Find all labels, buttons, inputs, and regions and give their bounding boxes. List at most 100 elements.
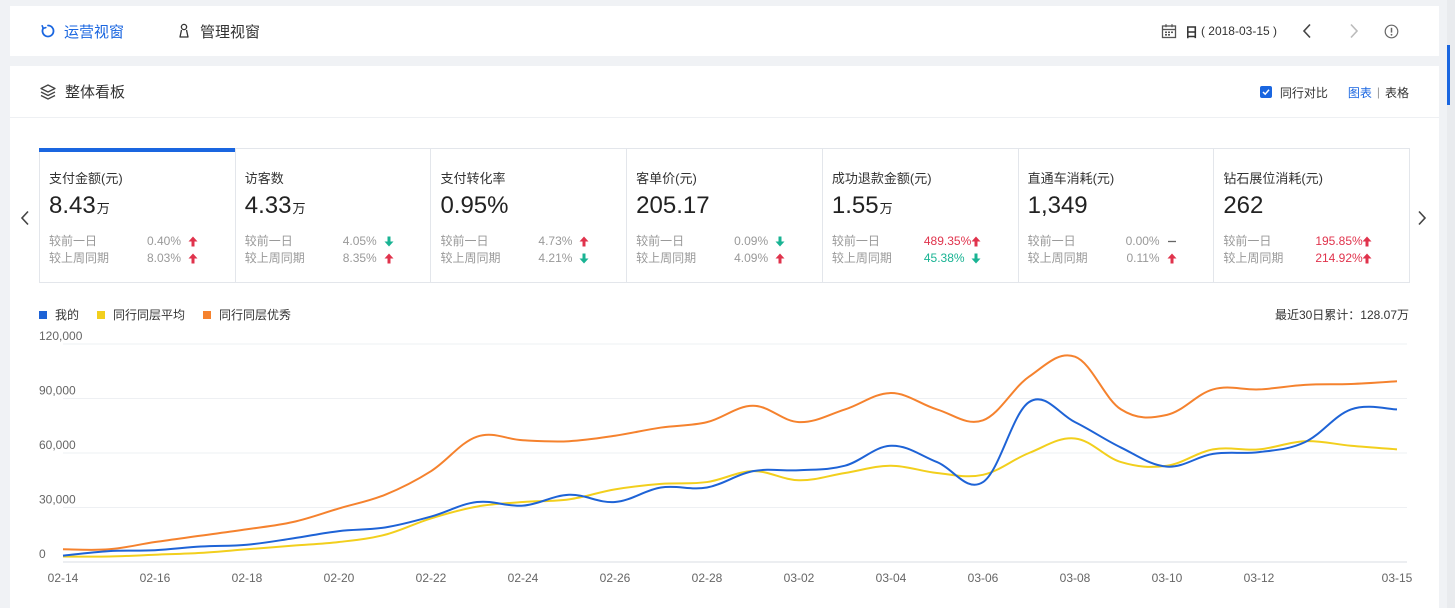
check-icon — [1262, 89, 1270, 96]
metric-card[interactable]: 直通车消耗(元) 1,349 较前一日 0.00% 较上周同期 0.11% — [1019, 149, 1215, 282]
calendar-icon — [1161, 23, 1177, 39]
metric-card[interactable]: 支付金额(元) 8.43万 较前一日 0.40% 较上周同期 8.03% — [39, 148, 236, 282]
trend-up-icon — [381, 250, 397, 267]
trend-flat-icon — [1164, 233, 1180, 250]
metric-card[interactable]: 支付转化率 0.95% 较前一日 4.73% 较上周同期 4.21% — [431, 149, 628, 282]
metric-compare-pct: 0.00% — [1125, 234, 1160, 248]
next-date-button[interactable] — [1344, 21, 1364, 41]
metric-value: 8.43 — [49, 192, 96, 219]
cards-prev-button[interactable] — [19, 209, 31, 227]
metric-unit: 万 — [96, 201, 110, 216]
x-tick-label: 03-15 — [1382, 571, 1413, 585]
legend-swatch — [39, 310, 47, 319]
metric-compare-pct: 8.35% — [342, 251, 377, 265]
x-tick-label: 02-26 — [600, 571, 631, 585]
x-tick-label: 02-24 — [508, 571, 539, 585]
trend-up-icon — [1359, 233, 1375, 250]
trend-up-icon — [185, 233, 201, 250]
metric-value-wrap: 262 — [1223, 191, 1409, 221]
chart-legend: 我的 同行同层平均 同行同层优秀 — [39, 306, 309, 323]
trend-line-chart: 0 30,000 60,000 90,000 120,000 02-14 02-16 02-1… — [39, 329, 1413, 585]
legend-item[interactable]: 我的 — [39, 306, 79, 323]
metric-card[interactable]: 钻石展位消耗(元) 262 较前一日 195.85% 较上周同期 214.92% — [1214, 149, 1409, 282]
legend-item[interactable]: 同行同层优秀 — [203, 306, 291, 323]
cards-next-button[interactable] — [1416, 209, 1428, 227]
metric-compare-label: 较前一日 — [440, 234, 489, 248]
date-type-label: 日 — [1184, 24, 1198, 40]
date-value: ( 2018-03-15 ) — [1200, 24, 1277, 38]
metric-title: 支付转化率 — [440, 171, 506, 186]
metric-compare-row: 较上周同期 8.35% — [245, 250, 431, 267]
legend-item[interactable]: 同行同层平均 — [97, 306, 185, 323]
metric-value: 4.33 — [244, 192, 292, 219]
metric-compare-row: 较上周同期 8.03% — [49, 250, 235, 267]
metric-cards: 支付金额(元) 8.43万 较前一日 0.40% 较上周同期 8.03% 访客数… — [39, 148, 1410, 283]
compare-checkbox[interactable] — [1259, 86, 1272, 98]
scrollbar-thumb[interactable] — [1447, 45, 1450, 105]
tab-operations-label: 运营视窗 — [64, 23, 125, 41]
metric-card[interactable]: 客单价(元) 205.17 较前一日 0.09% 较上周同期 4.09% — [627, 149, 823, 282]
legend-label: 同行同层优秀 — [219, 308, 292, 322]
metric-card[interactable]: 成功退款金额(元) 1.55万 较前一日 489.35% 较上周同期 45.38… — [823, 149, 1019, 282]
trend-up-icon — [772, 250, 788, 267]
metric-compare-row: 较上周同期 4.21% — [440, 250, 626, 267]
trend-down-icon — [576, 250, 592, 267]
trend-down-icon — [381, 233, 397, 250]
metric-compare-label: 较前一日 — [1027, 234, 1076, 248]
y-tick-label: 30,000 — [39, 493, 76, 507]
tab-management[interactable]: 管理视窗 — [176, 6, 260, 56]
panel-title: 整体看板 — [65, 84, 126, 101]
x-tick-label: 03-08 — [1060, 571, 1091, 585]
info-button[interactable] — [1381, 21, 1401, 41]
metric-value: 262 — [1223, 192, 1264, 219]
metric-compare-label: 较前一日 — [636, 234, 685, 248]
view-chart-toggle[interactable]: 图表 — [1347, 85, 1372, 100]
cumulative-total: 最近30日累计：128.07万 — [1274, 308, 1409, 322]
metric-value: 1,349 — [1027, 192, 1088, 219]
info-icon — [1384, 24, 1398, 38]
metric-unit: 万 — [879, 201, 893, 216]
metric-compare-label: 较前一日 — [244, 234, 293, 248]
x-tick-label: 03-04 — [876, 571, 907, 585]
metric-compare-label: 较上周同期 — [1223, 251, 1284, 265]
metric-compare-label: 较前一日 — [831, 234, 880, 248]
series-line — [62, 354, 1398, 551]
y-tick-label: 0 — [39, 547, 46, 561]
trend-up-icon — [1359, 250, 1375, 267]
metric-compare-row: 较前一日 489.35% — [832, 233, 1018, 250]
metric-compare-row: 较前一日 195.85% — [1223, 233, 1409, 250]
metric-compare-row: 较前一日 4.05% — [245, 233, 431, 250]
metric-compare-pct: 0.40% — [146, 234, 181, 248]
tab-operations[interactable]: 运营视窗 — [40, 6, 124, 56]
trend-down-icon — [968, 250, 984, 267]
metric-card[interactable]: 访客数 4.33万 较前一日 4.05% 较上周同期 8.35% — [236, 149, 432, 282]
metric-title: 成功退款金额(元) — [831, 171, 932, 186]
y-tick-label: 120,000 — [39, 329, 83, 343]
metric-compare-label: 较上周同期 — [440, 251, 501, 265]
trend-up-icon — [1164, 250, 1180, 267]
metric-value: 0.95% — [440, 192, 509, 219]
date-picker[interactable]: 日 ( 2018-03-15 ) — [1161, 6, 1277, 56]
metric-title: 直通车消耗(元) — [1027, 171, 1115, 186]
chevron-left-icon — [1302, 23, 1311, 39]
series-line — [62, 437, 1398, 558]
legend-swatch — [203, 310, 212, 319]
metric-compare-row: 较前一日 0.09% — [636, 233, 822, 250]
x-tick-label: 02-22 — [416, 571, 447, 585]
view-table-toggle[interactable]: 表格 — [1384, 85, 1409, 100]
metric-compare-pct: 4.21% — [538, 251, 573, 265]
prev-date-button[interactable] — [1297, 21, 1317, 41]
compare-label[interactable]: 同行对比 — [1279, 85, 1328, 100]
metric-compare-pct: 4.05% — [342, 234, 377, 248]
page-scrollbar[interactable] — [1447, 0, 1455, 608]
layers-icon — [39, 83, 57, 101]
metric-compare-label: 较上周同期 — [831, 251, 892, 265]
metric-compare-label: 较前一日 — [49, 234, 98, 248]
chevron-right-icon — [1350, 23, 1359, 39]
chevron-right-icon — [1418, 210, 1427, 226]
metric-title: 钻石展位消耗(元) — [1223, 171, 1323, 186]
x-tick-label: 03-06 — [968, 571, 999, 585]
x-tick-label: 02-20 — [324, 571, 355, 585]
metric-compare-label: 较上周同期 — [49, 251, 110, 265]
metric-compare-row: 较上周同期 4.09% — [636, 250, 822, 267]
